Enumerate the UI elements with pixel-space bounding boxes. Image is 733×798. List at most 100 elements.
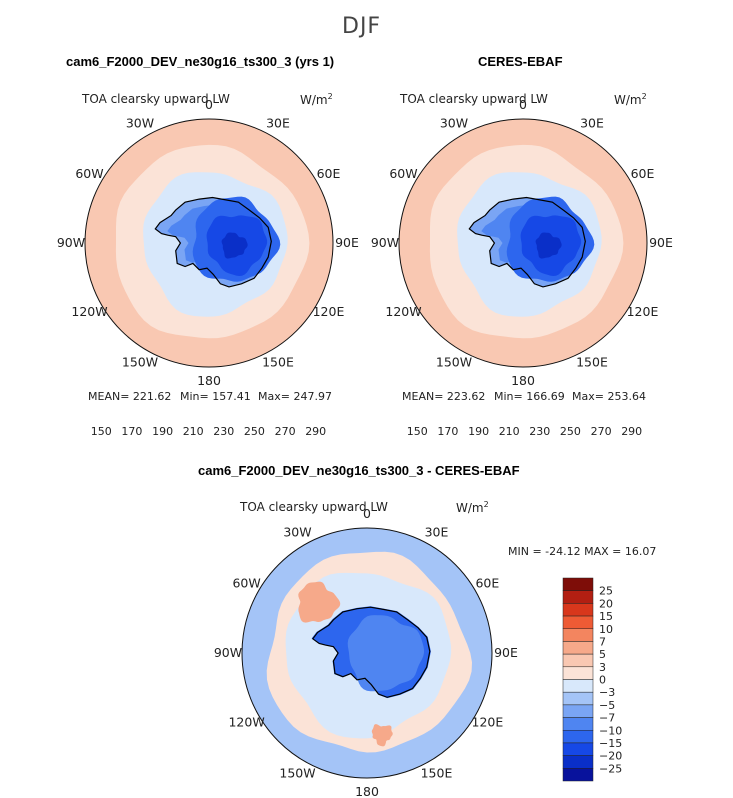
panel3-variable-label: TOA clearsky upward LW — [240, 500, 388, 514]
panel1-colorbar-tick: 250 — [244, 425, 265, 438]
panel3-colorbar-cell — [562, 603, 594, 617]
panel3-lon-label: 150E — [421, 765, 453, 780]
panel3-colorbar-cell — [562, 679, 594, 693]
panel1-colorbar-tick: 230 — [213, 425, 234, 438]
panel1-heading: cam6_F2000_DEV_ne30g16_ts300_3 (yrs 1) — [66, 54, 335, 69]
panel1-max: Max= 247.97 — [258, 390, 332, 403]
panel3-colorbar-tick: 7 — [599, 635, 606, 648]
panel3-coastline — [311, 606, 431, 698]
panel3-lon-label: 150W — [279, 765, 315, 780]
panel3-colorbar-tick: −5 — [599, 699, 615, 712]
panel1-units-label: W/m2 — [300, 92, 333, 107]
panel1-lon-label: 30W — [126, 116, 154, 131]
panel3-colorbar-cell — [562, 653, 594, 668]
panel1-lon-label: 0 — [205, 97, 213, 112]
panel1-lon-label: 60E — [317, 166, 341, 181]
panel3-minmax: MIN = -24.12 MAX = 16.07 — [508, 545, 657, 558]
panel2-colorbar-tick: 210 — [499, 425, 520, 438]
panel2-lon-label: 30W — [440, 116, 468, 131]
panel3-colorbar-cell — [562, 704, 594, 718]
panel2-polar-map: 0 30E 60E 90E 120E 150E 180 150W 120W 90W 60W 30W — [371, 97, 673, 388]
figure-title: DJF — [342, 14, 382, 39]
panel1-colorbar-tick: 150 — [91, 425, 112, 438]
panel2-heading: CERES-EBAF — [478, 54, 563, 69]
panel2-coastline — [468, 196, 586, 288]
panel3-lon-label: 120W — [228, 715, 264, 730]
panel1-colorbar-tick: 210 — [183, 425, 204, 438]
panel2-lon-label: 30E — [580, 116, 604, 131]
panel3-lon-label: 90E — [494, 645, 518, 660]
panel3-colorbar-cell — [562, 691, 594, 706]
panel1-variable-label: TOA clearsky upward LW — [82, 92, 230, 106]
panel2-lon-label: 0 — [519, 97, 527, 112]
panel3-lon-label: 30E — [425, 525, 449, 540]
panel3-colorbar-cell — [562, 615, 594, 629]
panel2-lon-label: 150E — [576, 355, 608, 370]
panel3-colorbar-cell — [562, 641, 594, 655]
panel1-lon-label: 150E — [262, 355, 294, 370]
panel3-colorbar-cell — [562, 717, 594, 731]
panel3-lon-label: 180 — [355, 784, 379, 798]
panel3-colorbar-cell — [562, 755, 594, 769]
panel1-coastline — [154, 196, 272, 288]
panel3-colorbar-tick: 15 — [599, 610, 613, 623]
panel3-colorbar-tick: −10 — [599, 724, 622, 737]
panel2-lon-label: 90W — [371, 235, 399, 250]
panel1-map-border — [84, 118, 334, 368]
panel1-polar-map: 0 30E 60E 90E 120E 150E 180 150W 120W 90W 60W 30W — [57, 97, 359, 388]
panel3-colorbar-tick: 10 — [599, 623, 613, 636]
panel3-warm-patch-2 — [371, 724, 393, 747]
panel3-lon-label: 90W — [214, 645, 242, 660]
panel2-colorbar-tick: 290 — [621, 425, 642, 438]
panel1-mean: MEAN= 221.62 — [88, 390, 172, 403]
panel3-colorbar-cell — [562, 590, 594, 604]
panel2-min: Min= 166.69 — [494, 390, 565, 403]
panel2-ice-core — [535, 232, 562, 259]
panel1-lon-label: 180 — [197, 373, 221, 388]
panel3-lon-label: 120E — [472, 715, 504, 730]
panel1-colorbar-tick: 270 — [275, 425, 296, 438]
panel1-min: Min= 157.41 — [180, 390, 251, 403]
panel1-colorbar: 150 170 190 210 230 250 270 290 — [91, 425, 326, 438]
panel1-ice-core — [221, 232, 248, 259]
panel2-colorbar-tick: 150 — [407, 425, 428, 438]
panel2-colorbar-tick: 250 — [560, 425, 581, 438]
panel1-lon-label: 60W — [75, 166, 103, 181]
panel3-heading: cam6_F2000_DEV_ne30g16_ts300_3 - CERES-E… — [198, 463, 520, 478]
panel1-lon-label: 30E — [266, 116, 290, 131]
panel3-colorbar-tick: −3 — [599, 686, 615, 699]
panel2-lon-label: 60W — [389, 166, 417, 181]
panel3-colorbar-cell — [562, 730, 594, 744]
panel2-lon-label: 120W — [385, 304, 421, 319]
panel2-units-label: W/m2 — [614, 92, 647, 107]
panel2-colorbar-tick: 270 — [591, 425, 612, 438]
panel3-colorbar-tick: −20 — [599, 750, 622, 763]
panel3-lon-label: 60W — [232, 576, 260, 591]
panel2-variable-label: TOA clearsky upward LW — [400, 92, 548, 106]
panel2-lon-label: 180 — [511, 373, 535, 388]
panel3-colorbar-tick: 0 — [599, 674, 606, 687]
panel3-colorbar-cell — [562, 666, 594, 680]
panel2-max: Max= 253.64 — [572, 390, 646, 403]
panel1-lon-label: 120W — [71, 304, 107, 319]
panel2-lon-label: 150W — [436, 355, 472, 370]
panel1-lon-label: 150W — [122, 355, 158, 370]
panel3-colorbar-cell — [562, 577, 594, 591]
panel2-map-border — [398, 118, 648, 368]
panel3-warm-patch — [298, 581, 341, 623]
panel1-lon-label: 90E — [335, 235, 359, 250]
panel2-mean: MEAN= 223.62 — [402, 390, 486, 403]
panel2-colorbar-tick: 230 — [529, 425, 550, 438]
panel2-lon-label: 60E — [631, 166, 655, 181]
panel3-colorbar-tick: −25 — [599, 762, 622, 775]
panel2-colorbar-tick: 170 — [437, 425, 458, 438]
panel3-colorbar-tick: −15 — [599, 737, 622, 750]
panel3-colorbar-cell — [562, 742, 594, 756]
panel2-lon-label: 90E — [649, 235, 673, 250]
panel1-lon-label: 120E — [313, 304, 345, 319]
panel1-colorbar-tick: 190 — [152, 425, 173, 438]
panel3-lon-label: 0 — [363, 506, 371, 521]
panel3-colorbar-cell — [562, 628, 594, 642]
